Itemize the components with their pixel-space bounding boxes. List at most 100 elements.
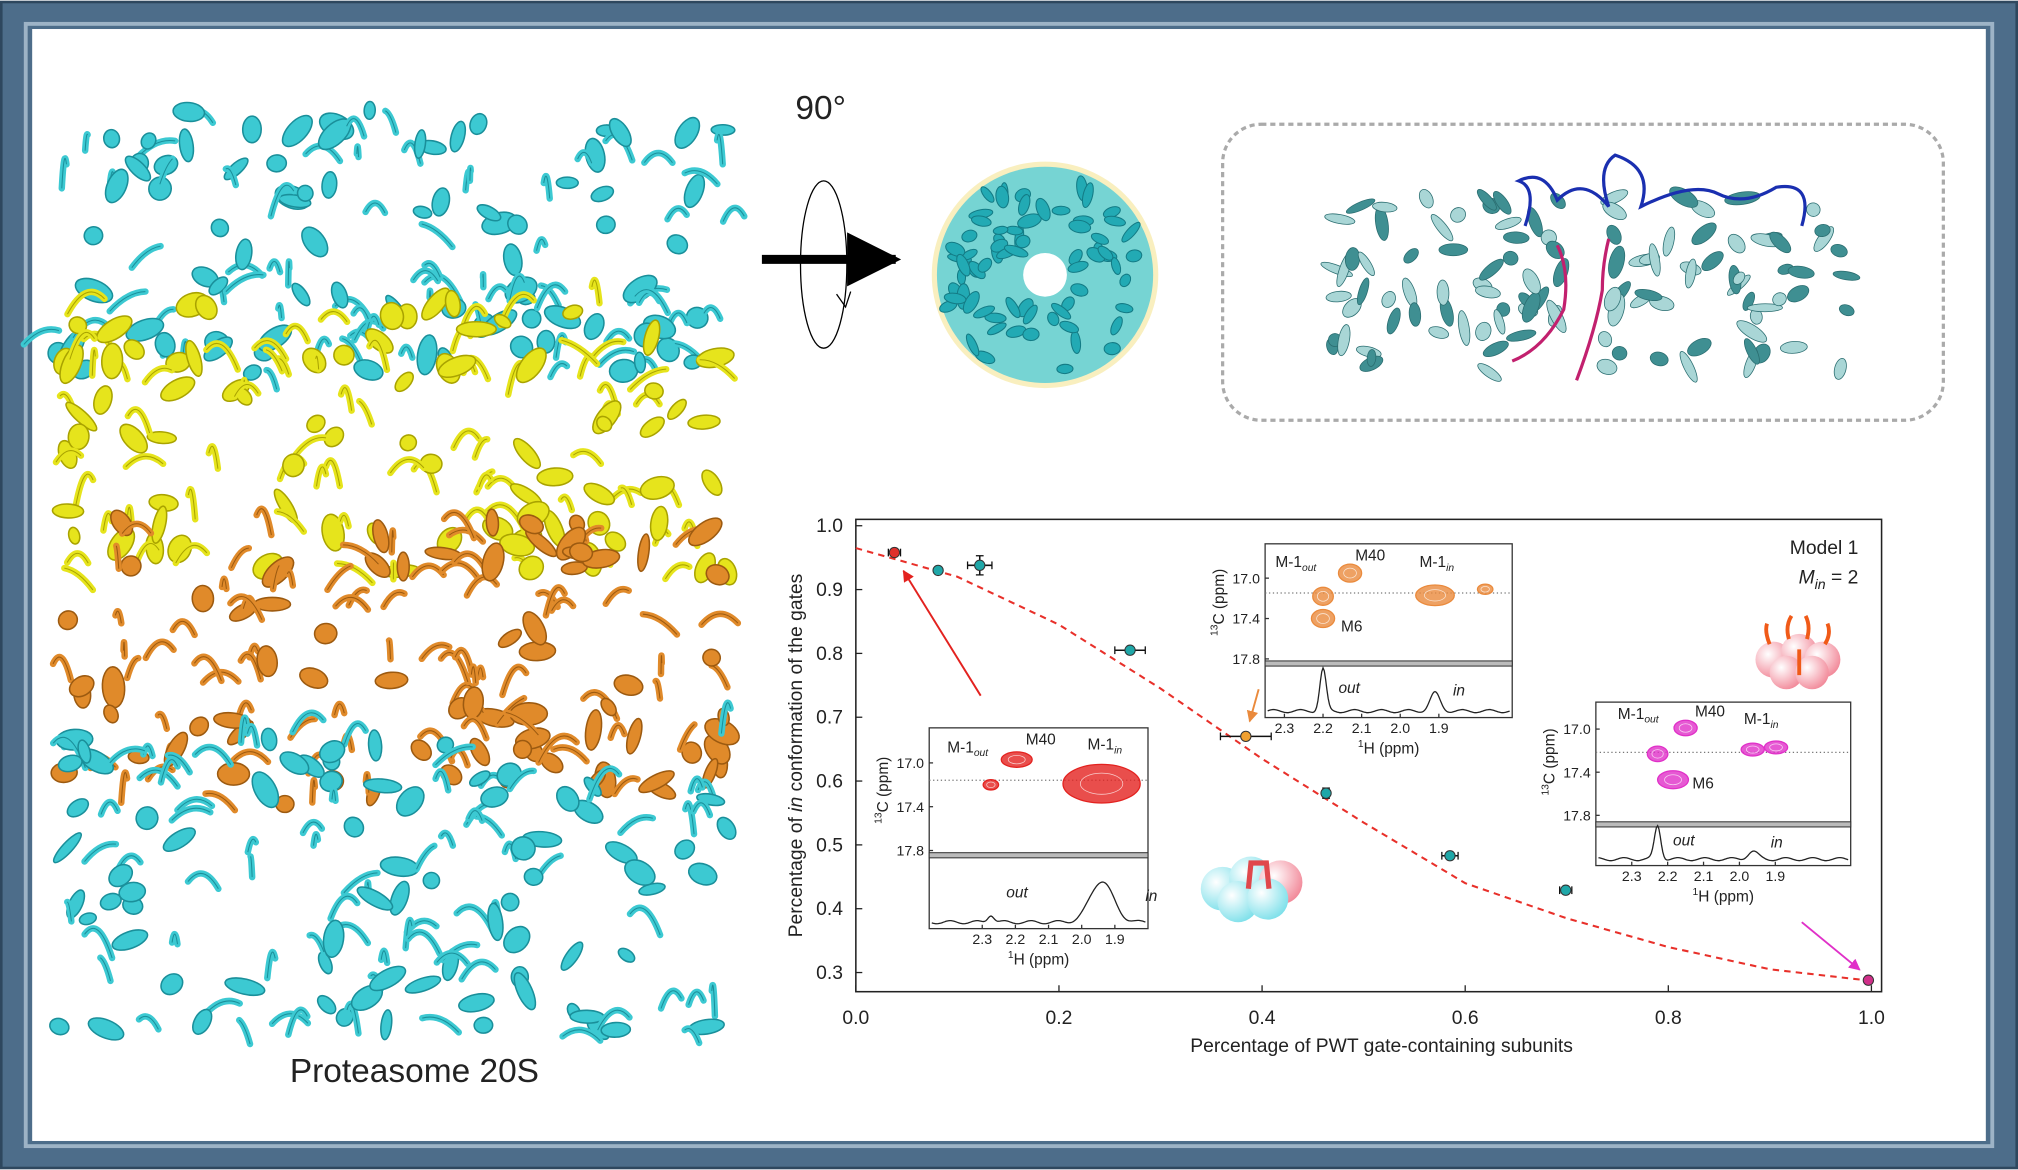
strand-edge (67, 291, 105, 315)
strand-edge (313, 833, 319, 846)
helix (600, 1021, 632, 1038)
helix (674, 839, 696, 860)
peak-label: M6 (1692, 775, 1713, 792)
strand-edge (100, 801, 119, 815)
nmr-peak (1656, 770, 1690, 790)
helix (374, 671, 409, 690)
strand-edge (240, 653, 262, 680)
helix (507, 214, 528, 235)
strand-edge (239, 702, 252, 714)
spectrum-label: out (1338, 680, 1360, 697)
ring-helix (1015, 234, 1031, 249)
ring-helix (970, 215, 992, 227)
helix (49, 1017, 70, 1036)
helix (256, 645, 278, 678)
strand-edge (109, 291, 146, 312)
peak-label-sub: out (1644, 715, 1659, 726)
helix (710, 123, 736, 136)
gate-helix (1450, 207, 1466, 223)
y-axis-label-part: conformation of the gates (786, 574, 807, 797)
strand-edge (488, 285, 507, 300)
x-tick-label: 0.8 (1655, 1008, 1682, 1029)
inset-x-label: 1H (ppm) (1358, 739, 1419, 757)
ring-helix (1051, 302, 1072, 320)
strand-edge (536, 284, 566, 309)
ring-helix (984, 312, 1007, 324)
strand-edge (421, 223, 453, 248)
gate-helix (1772, 292, 1787, 307)
strand-edge (187, 488, 196, 520)
data-point (1862, 974, 1875, 986)
strand-edge (187, 873, 219, 890)
helix (185, 339, 203, 377)
strand-edge (342, 338, 361, 360)
helix (102, 128, 121, 149)
strand-edge (285, 325, 309, 342)
ring-helix (943, 292, 967, 305)
gate-close-up (1320, 153, 1861, 383)
label-sup: 13 (1540, 784, 1551, 796)
nmr-peak-contour (1769, 743, 1783, 752)
strand-edge (407, 931, 441, 954)
inset-x-tick-label: 2.0 (1072, 931, 1092, 947)
strand-edge (327, 565, 351, 591)
strand-edge (52, 656, 72, 681)
helix (178, 128, 195, 163)
nmr-peak (1476, 583, 1494, 596)
peak-label: M40 (1026, 732, 1056, 749)
inset-y-tick-label: 17.0 (897, 755, 925, 771)
helix (291, 282, 311, 307)
strand-edge (348, 589, 367, 606)
gate-helix (1381, 291, 1396, 308)
helix (224, 977, 266, 997)
strand-edge (560, 496, 573, 511)
helix (380, 1009, 393, 1041)
helix (99, 892, 122, 911)
helix (281, 114, 313, 148)
helix (560, 941, 584, 971)
nmr-peak-contour (1480, 586, 1490, 593)
strand-edge (69, 332, 95, 360)
helix (279, 751, 310, 776)
strand-edge (266, 369, 278, 390)
strand-edge (577, 152, 593, 164)
strand-edge (383, 591, 405, 608)
pointer-arrow (902, 569, 982, 697)
strand-edge (194, 746, 232, 765)
nmr-peak (1646, 745, 1669, 763)
strand-edge (478, 474, 492, 488)
gate-helix (1477, 363, 1502, 382)
strand-edge (172, 621, 196, 636)
inset-y-tick-label: 17.8 (1232, 651, 1260, 667)
nmr-peak-contour (1079, 772, 1124, 795)
strand-edge (127, 506, 133, 525)
strand-edge (266, 951, 276, 979)
gate-helix (1832, 270, 1861, 281)
peak-label: M6 (1341, 618, 1362, 635)
helix (104, 168, 129, 204)
gate-helix (1403, 248, 1419, 264)
peak-label: M-1out (1275, 554, 1317, 574)
ring-helix (1003, 244, 1029, 258)
x-tick-label: 0.6 (1452, 1008, 1479, 1029)
nmr-peak (1740, 742, 1765, 757)
subunit-icon (1755, 614, 1841, 690)
strand-edge (233, 384, 259, 397)
inset-y-tick-label: 17.0 (1232, 570, 1260, 586)
helix (313, 622, 338, 645)
strand-edge (424, 262, 441, 278)
inset-background (928, 727, 1149, 930)
helix (624, 859, 656, 886)
inset-y-label: 13C (ppm) (1540, 728, 1558, 795)
helix (638, 770, 675, 794)
gate-helix (1838, 304, 1855, 317)
peak-label-sub: out (974, 748, 989, 759)
ring-helix (1018, 194, 1031, 216)
gate-helix (1479, 258, 1504, 281)
data-point (932, 564, 944, 577)
strand-edge (385, 110, 397, 133)
gate-helix (1611, 346, 1628, 361)
strand-edge (597, 1009, 630, 1031)
helix (395, 786, 425, 817)
